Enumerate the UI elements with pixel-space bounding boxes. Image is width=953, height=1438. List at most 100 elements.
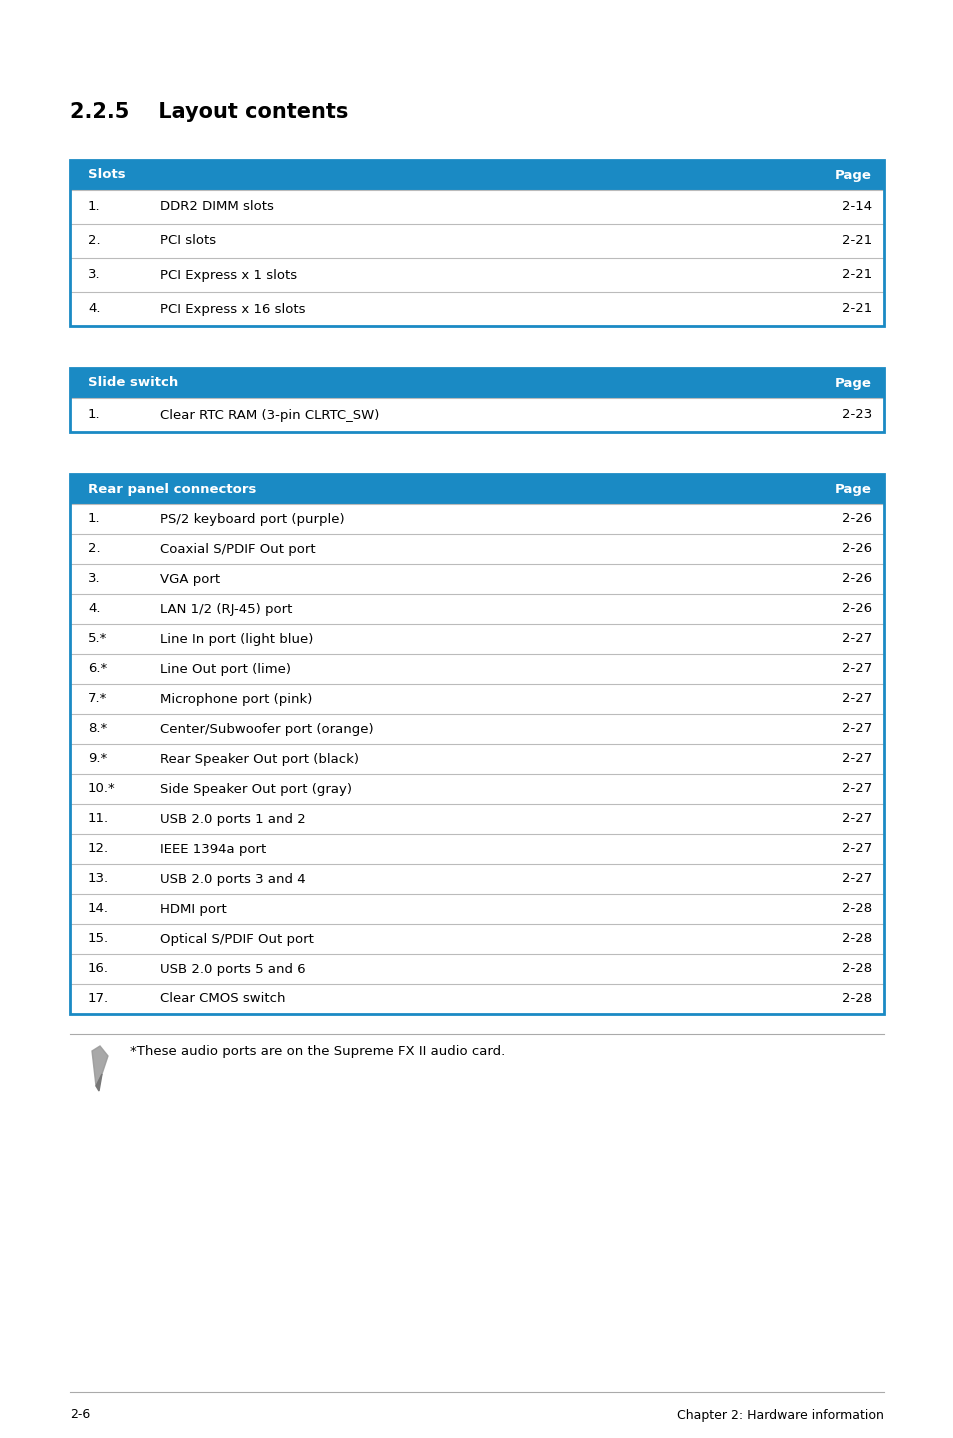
Text: 8.*: 8.* <box>88 722 107 735</box>
Text: 1.: 1. <box>88 408 100 421</box>
Bar <box>70 804 883 834</box>
Text: 2-27: 2-27 <box>841 722 871 735</box>
Text: 7.*: 7.* <box>88 693 108 706</box>
Text: 4.: 4. <box>88 603 100 615</box>
Text: 2-26: 2-26 <box>841 542 871 555</box>
Bar <box>70 774 883 804</box>
Bar <box>70 624 883 654</box>
Bar <box>70 160 883 190</box>
Text: Microphone port (pink): Microphone port (pink) <box>160 693 312 706</box>
Text: 2-21: 2-21 <box>841 302 871 315</box>
Text: PCI slots: PCI slots <box>160 234 216 247</box>
Text: 1.: 1. <box>88 200 100 213</box>
Text: Rear panel connectors: Rear panel connectors <box>88 483 256 496</box>
Text: 3.: 3. <box>88 269 100 282</box>
Text: Coaxial S/PDIF Out port: Coaxial S/PDIF Out port <box>160 542 315 555</box>
Text: 2-28: 2-28 <box>841 903 871 916</box>
Bar <box>70 190 883 224</box>
Text: Page: Page <box>834 377 871 390</box>
Text: 2-23: 2-23 <box>841 408 871 421</box>
Text: Page: Page <box>834 483 871 496</box>
Bar <box>70 475 883 1014</box>
Text: 2.2.5    Layout contents: 2.2.5 Layout contents <box>70 102 348 122</box>
Text: USB 2.0 ports 1 and 2: USB 2.0 ports 1 and 2 <box>160 812 305 825</box>
Text: 12.: 12. <box>88 843 109 856</box>
Bar <box>70 984 883 1014</box>
Bar <box>70 533 883 564</box>
Bar <box>70 654 883 684</box>
Bar <box>70 564 883 594</box>
Text: 2-21: 2-21 <box>841 234 871 247</box>
Text: Chapter 2: Hardware information: Chapter 2: Hardware information <box>677 1408 883 1422</box>
Text: 2-27: 2-27 <box>841 812 871 825</box>
Text: 2-28: 2-28 <box>841 932 871 946</box>
Text: 2-27: 2-27 <box>841 752 871 765</box>
Bar <box>70 368 883 431</box>
Text: PS/2 keyboard port (purple): PS/2 keyboard port (purple) <box>160 512 344 525</box>
Text: Page: Page <box>834 168 871 181</box>
Text: 2-27: 2-27 <box>841 633 871 646</box>
Text: 2-27: 2-27 <box>841 693 871 706</box>
Bar <box>70 398 883 431</box>
Text: 6.*: 6.* <box>88 663 107 676</box>
Text: 17.: 17. <box>88 992 109 1005</box>
Text: Line Out port (lime): Line Out port (lime) <box>160 663 291 676</box>
Text: 2-14: 2-14 <box>841 200 871 213</box>
Text: 2-27: 2-27 <box>841 843 871 856</box>
Bar <box>70 925 883 953</box>
Text: 2-27: 2-27 <box>841 873 871 886</box>
Text: 2-27: 2-27 <box>841 663 871 676</box>
Bar <box>70 160 883 326</box>
Bar <box>70 743 883 774</box>
Text: 11.: 11. <box>88 812 109 825</box>
Text: Slots: Slots <box>88 168 126 181</box>
Text: USB 2.0 ports 3 and 4: USB 2.0 ports 3 and 4 <box>160 873 305 886</box>
Text: Clear RTC RAM (3-pin CLRTC_SW): Clear RTC RAM (3-pin CLRTC_SW) <box>160 408 379 421</box>
Text: 2-26: 2-26 <box>841 603 871 615</box>
Text: PCI Express x 16 slots: PCI Express x 16 slots <box>160 302 305 315</box>
Polygon shape <box>96 1074 102 1091</box>
Text: 2-27: 2-27 <box>841 782 871 795</box>
Text: Optical S/PDIF Out port: Optical S/PDIF Out port <box>160 932 314 946</box>
Text: VGA port: VGA port <box>160 572 220 585</box>
Bar <box>70 684 883 715</box>
Text: Line In port (light blue): Line In port (light blue) <box>160 633 313 646</box>
Text: PCI Express x 1 slots: PCI Express x 1 slots <box>160 269 296 282</box>
Text: 14.: 14. <box>88 903 109 916</box>
Bar <box>70 257 883 292</box>
Text: 1.: 1. <box>88 512 100 525</box>
Bar <box>70 503 883 533</box>
Text: HDMI port: HDMI port <box>160 903 227 916</box>
Text: 10.*: 10.* <box>88 782 115 795</box>
Bar <box>70 475 883 503</box>
Text: 3.: 3. <box>88 572 100 585</box>
Text: Clear CMOS switch: Clear CMOS switch <box>160 992 285 1005</box>
Text: Center/Subwoofer port (orange): Center/Subwoofer port (orange) <box>160 722 374 735</box>
Bar <box>70 894 883 925</box>
Text: 13.: 13. <box>88 873 109 886</box>
Text: Side Speaker Out port (gray): Side Speaker Out port (gray) <box>160 782 352 795</box>
Text: 2-26: 2-26 <box>841 512 871 525</box>
Bar <box>70 834 883 864</box>
Bar <box>70 715 883 743</box>
Text: DDR2 DIMM slots: DDR2 DIMM slots <box>160 200 274 213</box>
Text: *These audio ports are on the Supreme FX II audio card.: *These audio ports are on the Supreme FX… <box>130 1045 505 1058</box>
Text: 2.: 2. <box>88 542 100 555</box>
Text: 2-26: 2-26 <box>841 572 871 585</box>
Bar <box>70 224 883 257</box>
Polygon shape <box>91 1045 108 1086</box>
Text: 9.*: 9.* <box>88 752 107 765</box>
Text: LAN 1/2 (RJ-45) port: LAN 1/2 (RJ-45) port <box>160 603 292 615</box>
Text: 15.: 15. <box>88 932 109 946</box>
Text: 16.: 16. <box>88 962 109 975</box>
Text: 4.: 4. <box>88 302 100 315</box>
Text: Rear Speaker Out port (black): Rear Speaker Out port (black) <box>160 752 358 765</box>
Text: 5.*: 5.* <box>88 633 108 646</box>
Text: 2-28: 2-28 <box>841 962 871 975</box>
Text: 2.: 2. <box>88 234 100 247</box>
Bar <box>70 953 883 984</box>
Text: 2-6: 2-6 <box>70 1408 91 1422</box>
Bar <box>70 864 883 894</box>
Bar <box>70 594 883 624</box>
Text: IEEE 1394a port: IEEE 1394a port <box>160 843 266 856</box>
